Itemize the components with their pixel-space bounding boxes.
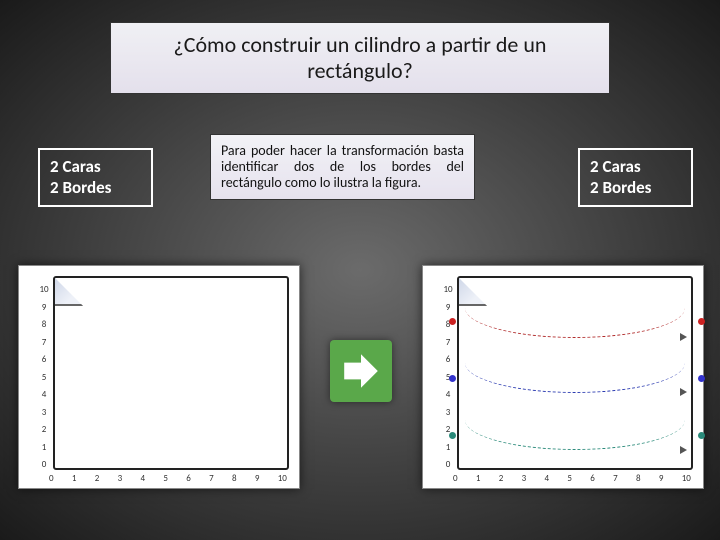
- rectangle-sheet-left: [53, 276, 289, 470]
- rectangle-sheet-right: [457, 276, 693, 470]
- arrow-right-icon: [330, 340, 392, 402]
- dot-red-left: [449, 318, 456, 325]
- dot-teal-right: [698, 432, 705, 439]
- dogear-icon: [459, 278, 487, 306]
- label-left-line2: 2 Bordes: [50, 177, 141, 198]
- axis-vertical-left: 109876543210: [37, 284, 51, 470]
- description-box: Para poder hacer la transformación basta…: [210, 134, 475, 200]
- figure-panel-right: 109876543210 012345678910: [422, 265, 704, 489]
- curve-blue: [465, 363, 685, 393]
- dot-blue-left: [449, 375, 456, 382]
- arrow-svg: [340, 350, 382, 392]
- dogear-icon: [55, 278, 83, 306]
- curve-teal: [465, 420, 685, 450]
- label-left: 2 Caras 2 Bordes: [38, 148, 153, 207]
- title-box: ¿Cómo construir un cilindro a partir de …: [110, 22, 610, 94]
- arrowhead-teal: [680, 446, 687, 454]
- description-text: Para poder hacer la transformación basta…: [221, 142, 464, 191]
- title-text: ¿Cómo construir un cilindro a partir de …: [123, 32, 597, 85]
- label-right-line1: 2 Caras: [590, 156, 681, 177]
- dot-blue-right: [698, 375, 705, 382]
- label-left-line1: 2 Caras: [50, 156, 141, 177]
- dot-teal-left: [449, 432, 456, 439]
- dot-red-right: [698, 318, 705, 325]
- figure-panel-left: 109876543210 012345678910: [18, 265, 300, 489]
- arrowhead-red: [680, 333, 687, 341]
- axis-horizontal-right: 012345678910: [453, 472, 691, 484]
- arrowhead-blue: [680, 388, 687, 396]
- axis-horizontal-left: 012345678910: [49, 472, 287, 484]
- label-right-line2: 2 Bordes: [590, 177, 681, 198]
- label-right: 2 Caras 2 Bordes: [578, 148, 693, 207]
- curve-red: [465, 308, 685, 338]
